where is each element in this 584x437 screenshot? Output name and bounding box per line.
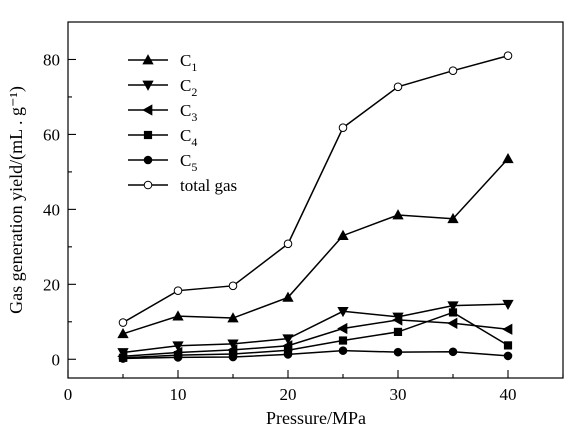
data-point [502,152,514,164]
data-point [503,51,513,61]
legend-item: C4 [128,126,197,149]
data-point [392,209,404,220]
series-line [122,311,509,359]
series-line [122,319,509,358]
legend-name: C [180,76,191,95]
y-axis-label: Gas generation yield/(mL . g⁻¹) [6,86,27,314]
legend-name: C [180,151,191,170]
series-1 [117,152,514,339]
legend-subscript: 5 [191,160,197,174]
legend-label: C4 [180,126,197,149]
data-point [502,299,514,311]
data-point [393,347,403,357]
data-point [447,212,459,224]
data-point [503,341,513,350]
y-tick-label: 20 [43,275,60,294]
legend-marker [143,155,153,165]
data-point [173,286,183,295]
legend-item: total gas [128,176,237,195]
data-point [338,123,348,132]
data-point [172,341,184,352]
series-line [122,303,509,354]
data-point [393,327,403,337]
data-point [283,239,293,249]
legend-label: C5 [180,151,197,174]
data-point [228,352,238,362]
data-point [118,354,128,363]
data-point [448,308,458,317]
x-tick-label: 20 [280,385,297,404]
y-tick-label: 60 [43,125,60,144]
legend-name: C [180,126,191,145]
x-tick-label: 0 [64,385,73,404]
data-point [502,323,513,335]
legend-label: total gas [180,176,237,195]
data-point [173,353,183,362]
legend-label: C3 [180,101,197,124]
data-point [118,318,128,327]
data-point [338,336,348,345]
data-point [448,66,458,76]
data-point [338,346,348,355]
axes [67,21,564,379]
legend-marker [142,54,154,65]
legend-name: C [180,101,191,120]
legend-marker [142,104,153,116]
data-point [228,281,238,291]
data-point [227,339,239,350]
x-tick-label: 30 [390,385,407,404]
series-2 [117,299,514,359]
y-tick-label: 80 [43,50,60,69]
data-point [337,306,349,318]
series-5 [118,346,513,363]
data-point [172,310,184,321]
data-point [447,301,459,312]
data-point [503,351,513,361]
legend-subscript: 4 [191,135,197,149]
series-line [122,55,509,324]
legend-name: total gas [180,176,237,195]
legend-item: C3 [128,101,197,124]
legend-subscript: 3 [191,110,197,124]
legend-name: C [180,51,191,70]
data-point [393,82,403,92]
y-tick-label: 0 [52,350,61,369]
data-point [448,347,458,357]
data-point [283,350,293,359]
data-point [337,322,348,335]
x-axis-label: Pressure/MPa [266,408,366,428]
data-point [337,229,349,240]
legend-marker [143,130,153,140]
series-line [122,158,509,335]
data-point [117,327,129,339]
ticks: 0 10 20 30 40 0 20 40 60 80 [43,50,564,404]
x-tick-label: 10 [170,385,187,404]
legend-item: C1 [128,51,197,74]
y-tick-label: 40 [43,200,60,219]
data-point [392,314,403,326]
legend-marker [142,80,154,91]
legend-subscript: 2 [191,85,197,99]
legend-label: C1 [180,51,197,74]
legend-label: C2 [180,76,197,99]
data-point [282,291,294,302]
plot-frame [67,21,564,379]
data-point [227,312,239,323]
series-line [122,349,509,360]
x-tick-label: 40 [500,385,517,404]
legend-item: C2 [128,76,197,99]
legend-subscript: 1 [191,60,197,74]
data-point [282,334,294,345]
series-6 [118,51,513,327]
legend-marker [143,180,153,190]
legend-item: C5 [128,151,197,174]
series [117,51,514,363]
data-point [447,317,458,329]
